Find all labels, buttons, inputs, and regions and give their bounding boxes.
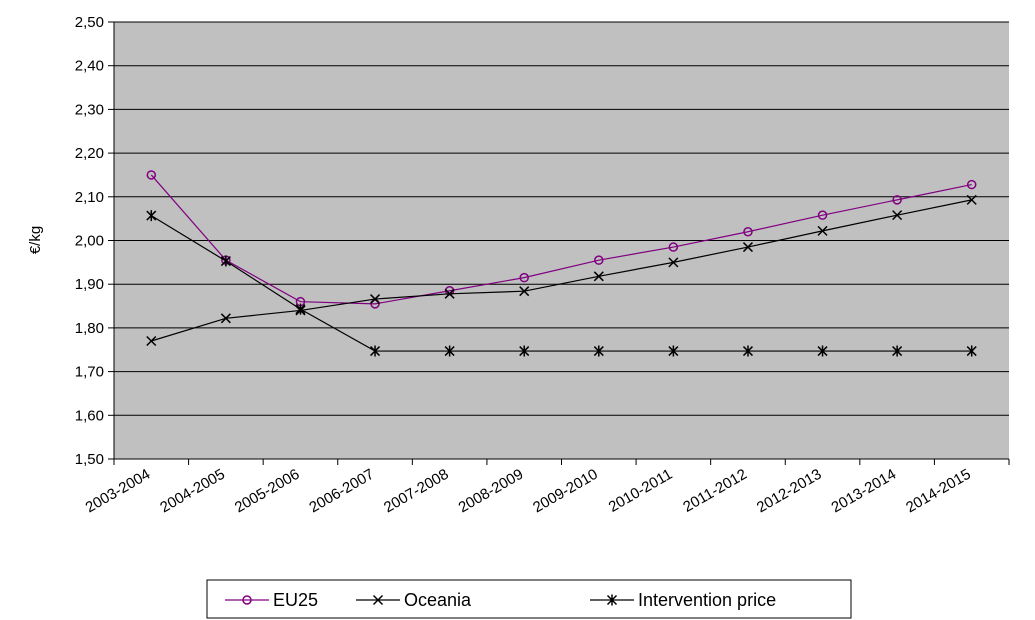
gridlines (114, 21, 1009, 416)
x-tick-label: 2011-2012 (680, 466, 750, 516)
marker-circle (817, 210, 828, 220)
x-tick-label: 2007-2008 (381, 466, 452, 517)
y-tick-label: 1,80 (75, 320, 104, 337)
series-line (151, 199, 972, 342)
y-tick-label: 1,60 (75, 407, 104, 424)
y-tick-label: 2,10 (75, 189, 104, 206)
legend-label: Intervention price (638, 590, 776, 610)
x-tick-label: 2005-2006 (232, 466, 303, 517)
x-tick-label: 2008-2009 (456, 466, 527, 517)
marker-star (593, 345, 604, 357)
x-tick-labels: 2003-2004 2004-2005 2005-2006 2006-2007 2007… (83, 466, 974, 517)
marker-star (606, 594, 618, 606)
marker-star (519, 345, 530, 357)
x-tick-label: 2012-2013 (754, 466, 825, 517)
marker-star (742, 345, 753, 357)
x-tick-label: 2014-2015 (903, 466, 974, 517)
series-line (150, 174, 972, 305)
legend-label: EU25 (273, 590, 318, 610)
marker-x (817, 225, 828, 236)
legend-entry: EU25 (225, 590, 318, 610)
marker-x (593, 271, 604, 282)
marker-x (220, 313, 231, 324)
legend-box (206, 579, 852, 619)
marker-x (892, 210, 903, 221)
x-tick-label: 2003-2004 (83, 466, 154, 517)
marker-x (444, 288, 455, 299)
y-tick-label: 2,00 (75, 233, 104, 250)
legend-entry: Intervention price (590, 590, 776, 610)
marker-star (220, 255, 231, 267)
marker-circle (519, 272, 529, 283)
marker-star (966, 345, 977, 357)
x-tick-label: 2013-2014 (829, 466, 900, 517)
marker-star (295, 303, 306, 315)
marker-circle (966, 179, 977, 190)
marker-x (742, 242, 753, 253)
y-tick-label: 1,50 (75, 451, 104, 468)
y-tick-label: 1,90 (75, 276, 104, 293)
marker-circle (594, 255, 604, 265)
marker-x (372, 594, 384, 606)
marker-x (966, 194, 977, 205)
marker-star (370, 345, 381, 357)
x-tick-label: 2010-2011 (606, 466, 676, 516)
marker-x (146, 335, 157, 347)
axes (108, 21, 1010, 465)
marker-star (892, 345, 903, 357)
y-tick-label: 2,40 (75, 58, 104, 75)
marker-circle (242, 595, 252, 605)
marker-circle (668, 242, 679, 252)
marker-star (668, 345, 679, 357)
legend: EU25 Oceania Intervention price (206, 579, 852, 619)
series-layer (146, 170, 977, 357)
marker-circle (146, 170, 157, 180)
y-tick-label: 1,70 (75, 364, 104, 381)
y-tick-label: 2,30 (75, 101, 104, 118)
marker-x (519, 286, 530, 297)
y-tick-label: 2,20 (75, 145, 104, 162)
marker-circle (743, 227, 753, 237)
y-tick-labels: 1,50 1,60 1,70 1,80 1,90 2,00 2,10 2,20 2,30 2,40… (75, 14, 104, 468)
y-axis-title: €/kg (27, 226, 44, 254)
series-line (150, 215, 972, 352)
legend-label: Oceania (404, 590, 472, 610)
marker-x (668, 257, 679, 268)
series-intervention-price (146, 210, 977, 357)
marker-star (817, 345, 828, 357)
marker-star (444, 345, 455, 357)
series-oceania (146, 194, 977, 347)
x-tick-label: 2009-2010 (530, 466, 601, 517)
legend-entry: Oceania (356, 590, 472, 610)
y-tick-label: 2,50 (75, 14, 104, 31)
marker-x (370, 294, 381, 305)
x-tick-label: 2004-2005 (157, 466, 228, 517)
x-tick-label: 2006-2007 (306, 466, 377, 517)
marker-circle (892, 195, 902, 205)
marker-star (146, 210, 157, 222)
